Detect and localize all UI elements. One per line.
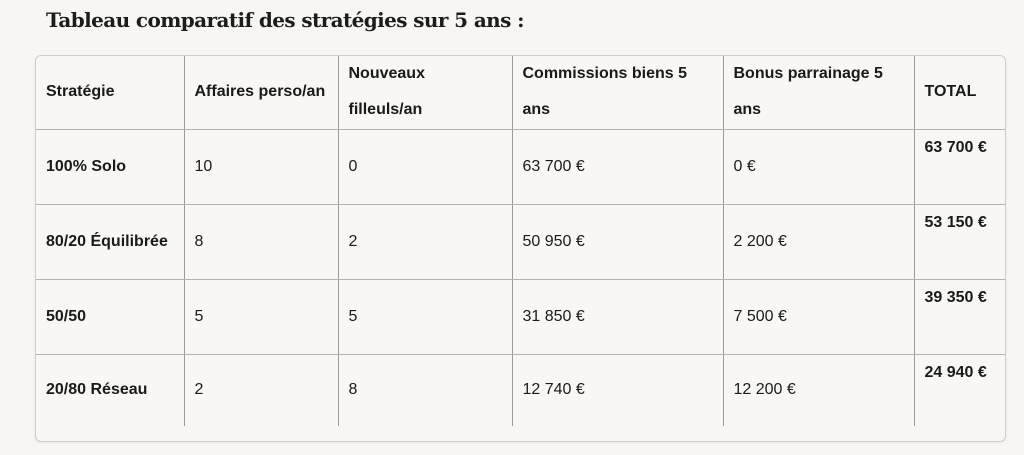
table-row: 80/20 Équilibrée 8 2 50 950 €2 200 €53 150 …: [36, 204, 1005, 280]
cell-affaires: 8: [184, 204, 339, 280]
cell-total: 63 700 €: [914, 129, 1005, 205]
cell-total: 39 350 €: [914, 279, 1005, 355]
header-filleuls: Nouveaux filleuls/an: [338, 56, 513, 130]
cell-strategy: 80/20 Équilibrée: [36, 204, 185, 280]
cell-filleuls: 8: [338, 354, 513, 426]
cell-total: 53 150 €: [914, 204, 1005, 280]
header-total: TOTAL: [914, 56, 1005, 130]
section-title: Tableau comparatif des stratégies sur 5 …: [46, 8, 525, 32]
cell-filleuls: 0: [338, 129, 513, 205]
header-strategie: Stratégie: [36, 56, 185, 130]
cell-filleuls: 5: [338, 279, 513, 355]
cell-strategy: 20/80 Réseau: [36, 354, 185, 426]
table-row: 50/50 5 5 31 850 €7 500 €39 350 €: [36, 279, 1005, 355]
cell-commissions: 31 850 €: [512, 279, 724, 355]
header-bonus: Bonus parrainage 5 ans: [723, 56, 915, 130]
cell-strategy: 50/50: [36, 279, 185, 355]
cell-bonus: 7 500 €: [723, 279, 915, 355]
cell-bonus: 2 200 €: [723, 204, 915, 280]
cell-affaires: 2: [184, 354, 339, 426]
cell-filleuls: 2: [338, 204, 513, 280]
header-affaires: Affaires perso/an: [184, 56, 339, 130]
comparison-table-container: Stratégie Affaires perso/an Nouveaux fil…: [35, 55, 1006, 442]
cell-strategy: 100% Solo: [36, 129, 185, 205]
cell-commissions: 63 700 €: [512, 129, 724, 205]
table-row: 100% Solo 10 0 63 700 €0 €63 700 €: [36, 129, 1005, 205]
cell-commissions: 12 740 €: [512, 354, 724, 426]
cell-bonus: 0 €: [723, 129, 915, 205]
cell-total: 24 940 €: [924, 363, 987, 381]
cell-bonus: 12 200 €: [723, 354, 915, 426]
cell-commissions: 50 950 €: [512, 204, 724, 280]
table-row: 20/80 Réseau 2 8 12 740 €12 200 € 24 940 €: [36, 354, 1005, 426]
comparison-table: Stratégie Affaires perso/an Nouveaux fil…: [36, 56, 1005, 426]
cell-affaires: 10: [184, 129, 339, 205]
cell-affaires: 5: [184, 279, 339, 355]
table-header-row: Stratégie Affaires perso/an Nouveaux fil…: [36, 56, 1005, 130]
header-commissions: Commissions biens 5 ans: [512, 56, 724, 130]
